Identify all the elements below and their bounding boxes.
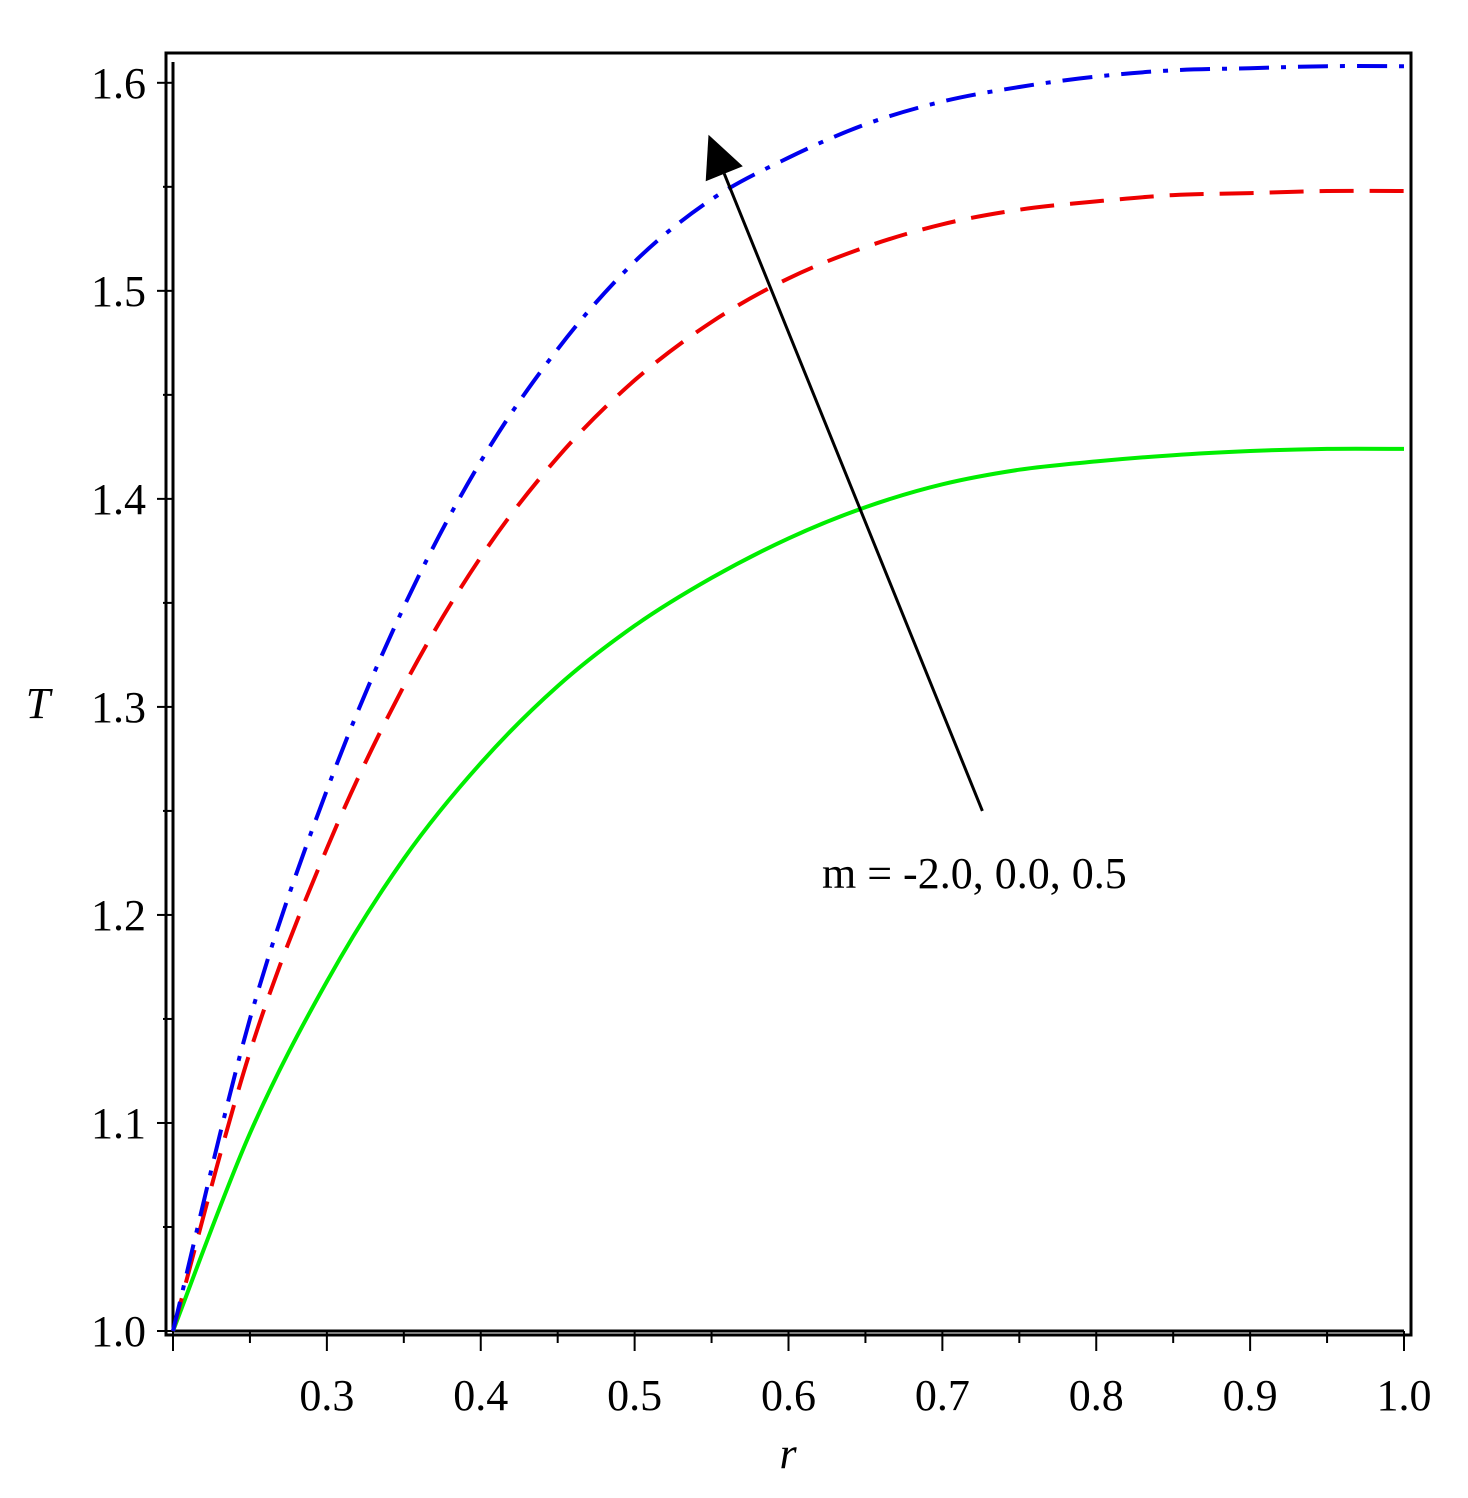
x-tick-label: 0.8 xyxy=(1069,1371,1124,1420)
annotation-arrow xyxy=(722,173,984,812)
annotation-arrowhead xyxy=(705,134,743,182)
annotation-label: m = -2.0, 0.0, 0.5 xyxy=(822,849,1127,898)
plot-frame xyxy=(164,51,1413,1337)
x-tick-label: 0.4 xyxy=(453,1371,508,1420)
y-tick-label: 1.6 xyxy=(91,59,146,108)
y-tick-label: 1.1 xyxy=(91,1099,146,1148)
y-tick-label: 1.2 xyxy=(91,891,146,940)
x-tick-label: 1.0 xyxy=(1377,1371,1432,1420)
x-tick-label: 0.6 xyxy=(761,1371,816,1420)
y-axis-title: T xyxy=(26,679,54,728)
x-axis-title: r xyxy=(779,1429,797,1478)
x-tick-label: 0.3 xyxy=(299,1371,354,1420)
y-tick-label: 1.5 xyxy=(91,267,146,316)
y-tick-label: 1.0 xyxy=(91,1307,146,1356)
x-tick-label: 0.9 xyxy=(1223,1371,1278,1420)
y-tick-label: 1.4 xyxy=(91,475,146,524)
y-axis-ticks: 1.0 1.1 1.2 1.3 1.4 1.5 1.6 xyxy=(91,59,175,1356)
series-solid-line xyxy=(171,446,1405,1332)
series-group xyxy=(171,64,1405,1332)
annotation-group: m = -2.0, 0.0, 0.5 xyxy=(705,134,1127,898)
x-axis-ticks: 0.3 0.4 0.5 0.6 0.7 0.8 0.9 1.0 xyxy=(172,1329,1432,1420)
y-tick-label: 1.3 xyxy=(91,683,146,732)
x-tick-label: 0.7 xyxy=(915,1371,970,1420)
series-dashdot-line xyxy=(171,64,1405,1332)
series-dashed-line xyxy=(171,188,1405,1332)
x-tick-label: 0.5 xyxy=(607,1371,662,1420)
